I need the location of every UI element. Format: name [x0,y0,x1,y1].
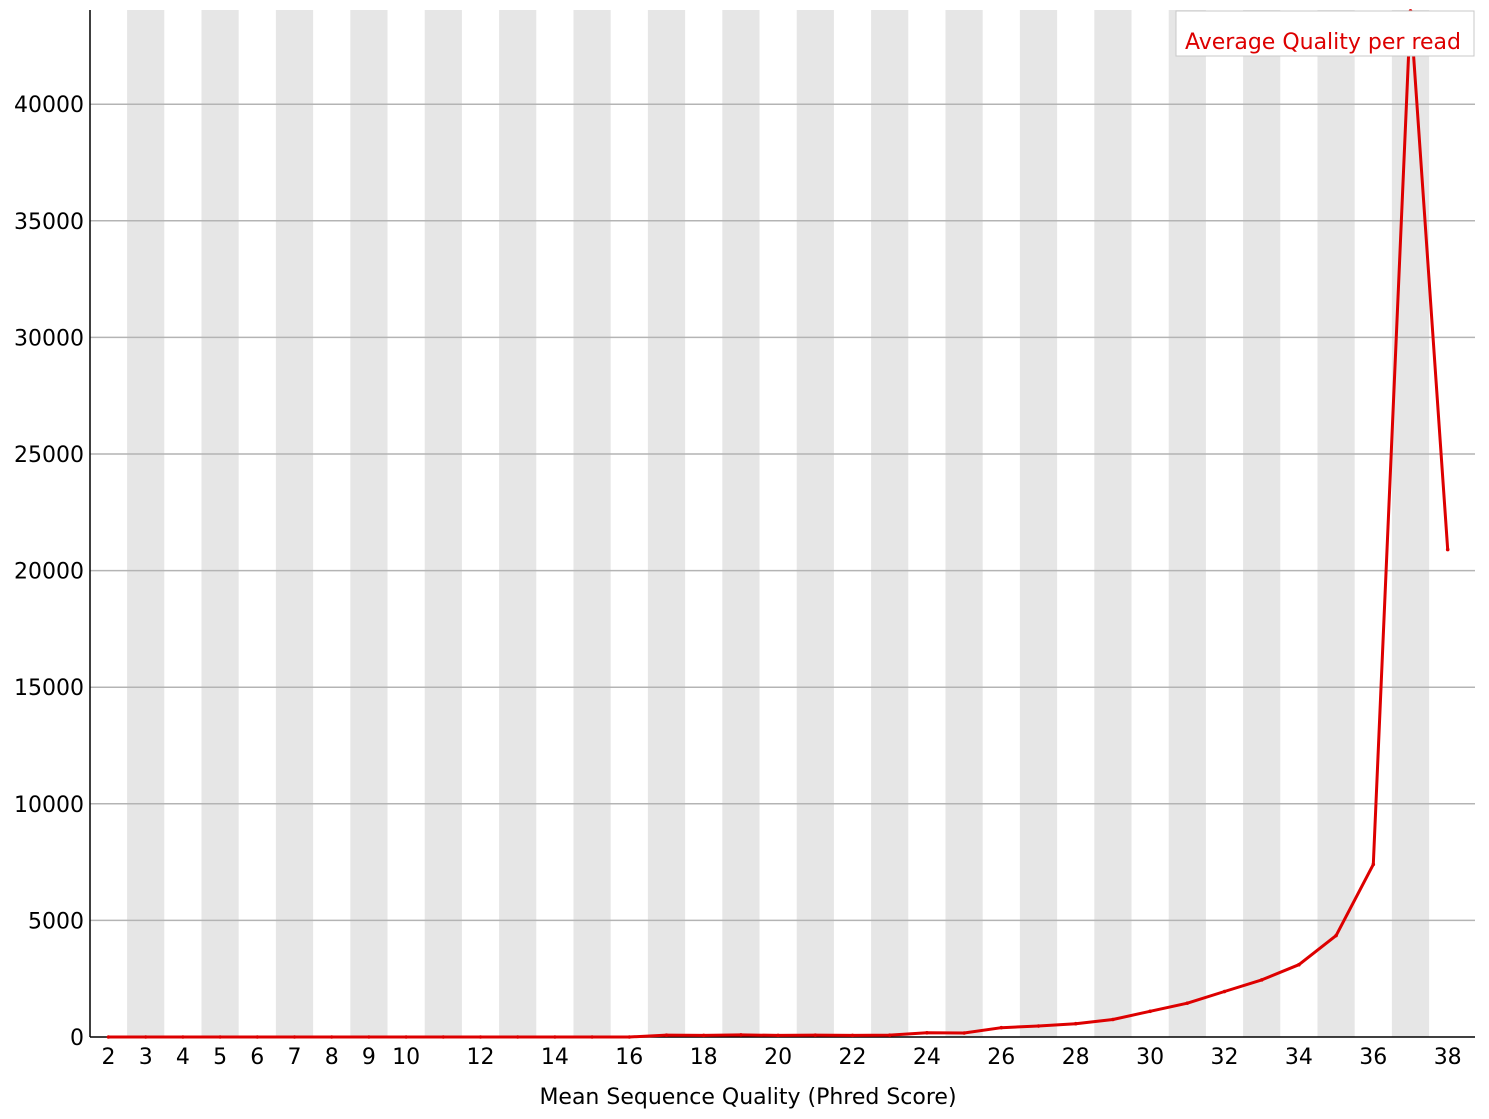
data-point [776,1033,780,1038]
data-point [143,1035,148,1039]
x-tick-label: 9 [362,1045,376,1070]
legend: Average Quality per read [1175,10,1475,57]
data-point [1371,862,1376,867]
data-point [1445,547,1450,552]
x-tick-label: 12 [467,1045,495,1070]
data-point [739,1033,743,1037]
data-point [404,1035,408,1039]
x-tick-label: 3 [139,1045,153,1070]
x-tick-label: 34 [1285,1045,1313,1070]
data-point [515,1035,520,1039]
band [722,10,760,1037]
x-tick-label: 8 [325,1045,339,1070]
x-tick-label: 30 [1136,1045,1164,1070]
band [1317,10,1355,1037]
series-group [106,9,1450,1039]
y-tick-label: 15000 [14,676,84,701]
y-tick-labels: 0 5000 10000 15000 20000 25000 30000 35000 40000 [14,93,84,1051]
band [573,10,611,1037]
data-point [106,1035,111,1039]
band [1391,10,1430,1037]
y-tick-label: 10000 [14,793,84,818]
x-axis-label: Mean Sequence Quality (Phred Score) [539,1085,956,1110]
band [275,10,314,1037]
y-tick-label: 5000 [28,909,84,934]
x-tick-label: 36 [1359,1045,1387,1070]
data-point [181,1035,185,1039]
y-tick-label: 30000 [14,326,84,351]
data-point [701,1033,706,1038]
data-point [255,1035,260,1039]
data-point [292,1035,297,1039]
band [350,10,388,1037]
data-point [850,1033,855,1038]
data-point [590,1035,594,1039]
data-point [664,1033,669,1037]
band [201,10,239,1037]
x-tick-label: 18 [690,1045,718,1070]
band [1094,10,1132,1037]
x-tick-label: 5 [213,1045,227,1070]
data-point [218,1035,222,1039]
y-tick-label: 20000 [14,560,84,585]
data-point [1259,978,1264,982]
band [871,10,909,1037]
band [1243,10,1281,1037]
data-point [1073,1021,1078,1026]
x-tick-label: 14 [541,1045,569,1070]
data-point [1111,1017,1115,1022]
x-tick-label: 32 [1211,1045,1239,1070]
data-point [1297,962,1301,967]
x-tick-label: 7 [288,1045,302,1070]
x-tick-label: 16 [615,1045,643,1070]
gridlines [90,103,1475,922]
band [945,10,983,1037]
data-point [627,1035,632,1039]
x-tick-label: 20 [764,1045,792,1070]
x-tick-label: 2 [102,1045,116,1070]
data-point [925,1031,929,1035]
data-point [553,1035,557,1039]
band [424,10,462,1037]
data-point [999,1025,1004,1030]
band [647,10,686,1037]
data-point [478,1035,483,1039]
data-point [329,1035,334,1039]
x-tick-label: 10 [392,1045,420,1070]
band [499,10,537,1037]
data-point [367,1035,371,1039]
x-tick-label: 28 [1062,1045,1090,1070]
data-point [1148,1009,1152,1014]
x-tick-label: 6 [250,1045,264,1070]
data-point [441,1035,446,1039]
data-point [813,1033,818,1037]
y-tick-label: 35000 [14,210,84,235]
data-point [1036,1024,1041,1028]
alternating-bands [127,10,1430,1037]
data-point [1222,989,1227,994]
band [127,10,165,1037]
data-point [1334,933,1338,938]
x-tick-label: 24 [913,1045,941,1070]
band [1019,10,1058,1037]
band [796,10,834,1037]
data-point [962,1031,966,1035]
legend-label: Average Quality per read [1185,30,1461,55]
y-tick-label: 40000 [14,93,84,118]
data-point [887,1033,892,1037]
x-tick-label: 22 [839,1045,867,1070]
y-tick-label: 0 [70,1026,84,1051]
band [1168,10,1206,1037]
x-tick-label: 26 [987,1045,1015,1070]
data-point [1185,1001,1190,1005]
x-tick-label: 4 [176,1045,190,1070]
legend-box [1175,10,1475,57]
y-tick-label: 25000 [14,443,84,468]
x-tick-labels: 2 3 4 5 6 7 8 9 10 12 14 16 18 20 22 24 26 28 30 32 34 36 38 [102,1045,1462,1070]
x-tick-label: 38 [1434,1045,1462,1070]
